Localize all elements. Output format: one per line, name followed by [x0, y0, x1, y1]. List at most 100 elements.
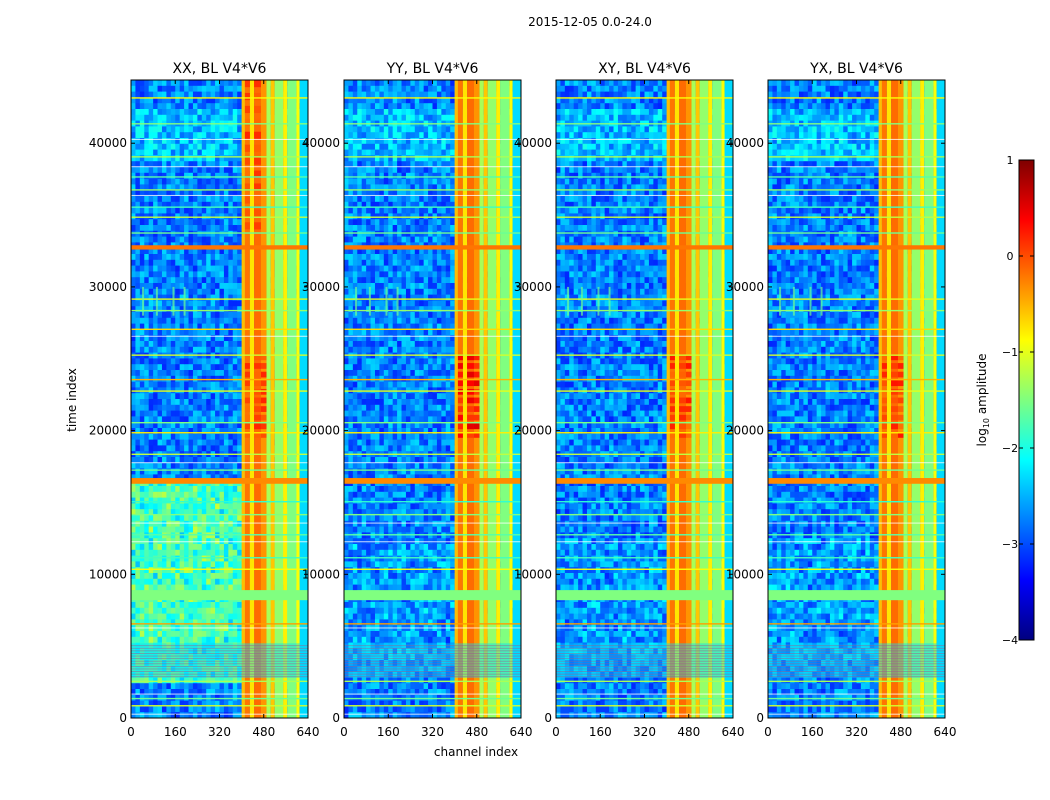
heatmap-cell — [197, 561, 203, 568]
heatmap-cell — [179, 190, 185, 197]
heatmap-cell — [352, 683, 358, 690]
heatmap-cell — [188, 410, 194, 417]
heatmap-cell — [206, 422, 212, 429]
heatmap-cell — [131, 149, 136, 156]
heatmap-cell — [131, 671, 136, 678]
heatmap-cell — [188, 149, 194, 156]
heatmap-cell — [223, 358, 229, 365]
heatmap-cell — [166, 126, 172, 133]
heatmap-cell — [188, 654, 194, 661]
heatmap-cell — [166, 103, 172, 110]
heatmap-cell — [344, 567, 349, 574]
heatmap-cell — [148, 138, 154, 145]
heatmap-cell — [210, 306, 216, 313]
heatmap-cell — [219, 341, 225, 348]
heatmap-cell — [357, 491, 363, 498]
heatmap-cell — [175, 712, 181, 719]
heatmap-cell — [175, 149, 181, 156]
heatmap-cell — [344, 683, 349, 690]
heatmap-cell — [219, 584, 225, 591]
heatmap-cell — [237, 271, 243, 278]
heatmap-cell — [344, 631, 349, 638]
heatmap-cell — [357, 567, 363, 574]
heatmap-cell — [223, 149, 229, 156]
heatmap-cell — [157, 399, 163, 406]
heatmap-cell — [232, 474, 238, 481]
heatmap-cell — [153, 288, 158, 295]
heatmap-cell — [161, 248, 167, 255]
heatmap-cell — [153, 85, 158, 92]
heatmap-cell — [192, 288, 198, 295]
hotspot — [244, 222, 250, 230]
heatmap-cell — [144, 126, 150, 133]
heatmap-cell — [131, 549, 136, 556]
heatmap-cell — [215, 486, 220, 493]
heatmap-cell — [135, 416, 141, 423]
heatmap-cell — [223, 555, 229, 562]
heatmap-cell — [344, 399, 349, 406]
heatmap-cell — [135, 167, 141, 174]
heatmap-cell — [223, 399, 229, 406]
heatmap-cell — [135, 265, 141, 272]
heatmap-cell — [179, 399, 185, 406]
heatmap-cell — [166, 201, 172, 208]
heatmap-cell — [223, 364, 229, 371]
heatmap-cell — [179, 619, 185, 626]
heatmap-cell — [170, 213, 176, 220]
heatmap-cell — [219, 486, 225, 493]
heatmap-cell — [175, 335, 181, 342]
heatmap-cell — [232, 706, 238, 713]
heatmap-cell — [179, 677, 185, 684]
heatmap-cell — [157, 462, 163, 469]
heatmap-cell — [210, 648, 216, 655]
heatmap-cell — [161, 155, 167, 162]
heatmap-cell — [352, 132, 358, 139]
heatmap-cell — [357, 607, 363, 614]
heatmap-cell — [148, 109, 154, 116]
heatmap-cell — [131, 607, 136, 614]
heatmap-cell — [175, 178, 181, 185]
heatmap-cell — [228, 607, 234, 614]
heatmap-cell — [197, 404, 203, 411]
heatmap-cell — [144, 567, 150, 574]
heatmap-cell — [197, 97, 203, 104]
heatmap-cell — [161, 584, 167, 591]
heatmap-cell — [170, 317, 176, 324]
heatmap-cell — [237, 184, 243, 191]
heatmap-cell — [197, 341, 203, 348]
heatmap-cell — [179, 341, 185, 348]
heatmap-cell — [153, 503, 158, 510]
heatmap-cell — [139, 149, 145, 156]
heatmap-cell — [197, 213, 203, 220]
heatmap-cell — [197, 486, 203, 493]
streak — [142, 286, 145, 316]
heatmap-cell — [184, 114, 189, 121]
heatmap-cell — [223, 80, 229, 87]
heatmap-cell — [161, 660, 167, 667]
heatmap-cell — [219, 138, 225, 145]
heatmap-cell — [148, 689, 154, 696]
heatmap-cell — [348, 109, 354, 116]
heatmap-cell — [148, 300, 154, 307]
channel-band — [266, 80, 271, 718]
heatmap-cell — [166, 294, 172, 301]
heatmap-cell — [357, 114, 363, 121]
heatmap-cell — [166, 277, 172, 284]
heatmap-cell — [197, 114, 203, 121]
heatmap-cell — [166, 178, 172, 185]
heatmap-cell — [206, 317, 212, 324]
heatmap-cell — [228, 462, 234, 469]
heatmap-cell — [184, 300, 189, 307]
heatmap-cell — [139, 207, 145, 214]
heatmap-cell — [237, 503, 243, 510]
heatmap-cell — [206, 549, 212, 556]
heatmap-cell — [348, 254, 354, 261]
heatmap-cell — [197, 468, 203, 475]
gap-line — [131, 138, 308, 140]
heatmap-cell — [228, 520, 234, 527]
heatmap-cell — [219, 91, 225, 98]
heatmap-cell — [206, 706, 212, 713]
heatmap-cell — [219, 439, 225, 446]
heatmap-cell — [232, 660, 238, 667]
heatmap-cell — [210, 561, 216, 568]
